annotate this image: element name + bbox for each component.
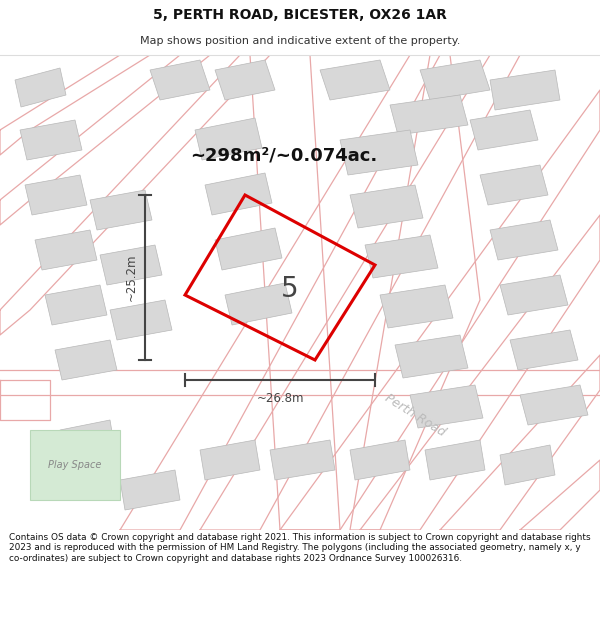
Polygon shape <box>395 335 468 378</box>
Text: 5: 5 <box>281 275 299 302</box>
Text: Perth Road: Perth Road <box>382 391 448 439</box>
Polygon shape <box>200 440 260 480</box>
Polygon shape <box>350 185 423 228</box>
Polygon shape <box>420 60 490 100</box>
Polygon shape <box>365 235 438 278</box>
Polygon shape <box>100 245 162 285</box>
Text: ~298m²/~0.074ac.: ~298m²/~0.074ac. <box>190 146 377 164</box>
Polygon shape <box>410 385 483 428</box>
Polygon shape <box>320 60 390 100</box>
Polygon shape <box>150 60 210 100</box>
Polygon shape <box>380 285 453 328</box>
Polygon shape <box>470 110 538 150</box>
Polygon shape <box>390 95 468 135</box>
Polygon shape <box>270 440 335 480</box>
Text: Contains OS data © Crown copyright and database right 2021. This information is : Contains OS data © Crown copyright and d… <box>9 533 590 562</box>
Polygon shape <box>45 285 107 325</box>
Polygon shape <box>500 275 568 315</box>
Polygon shape <box>350 440 410 480</box>
Polygon shape <box>60 420 115 460</box>
Polygon shape <box>25 175 87 215</box>
Text: ~26.8m: ~26.8m <box>256 392 304 405</box>
Polygon shape <box>425 440 485 480</box>
Text: Play Space: Play Space <box>49 460 101 470</box>
Text: Map shows position and indicative extent of the property.: Map shows position and indicative extent… <box>140 36 460 46</box>
Polygon shape <box>205 173 272 215</box>
Polygon shape <box>110 300 172 340</box>
Polygon shape <box>225 283 292 325</box>
Text: ~25.2m: ~25.2m <box>125 254 137 301</box>
Polygon shape <box>520 385 588 425</box>
Polygon shape <box>480 165 548 205</box>
Polygon shape <box>20 120 82 160</box>
Polygon shape <box>510 330 578 370</box>
Text: 5, PERTH ROAD, BICESTER, OX26 1AR: 5, PERTH ROAD, BICESTER, OX26 1AR <box>153 8 447 22</box>
Polygon shape <box>15 68 66 107</box>
Polygon shape <box>195 118 262 160</box>
Polygon shape <box>30 430 120 500</box>
Polygon shape <box>55 340 117 380</box>
Polygon shape <box>120 470 180 510</box>
Polygon shape <box>490 70 560 110</box>
Polygon shape <box>215 228 282 270</box>
Polygon shape <box>90 190 152 230</box>
Polygon shape <box>500 445 555 485</box>
Polygon shape <box>35 230 97 270</box>
Polygon shape <box>340 130 418 175</box>
Polygon shape <box>215 60 275 100</box>
Polygon shape <box>490 220 558 260</box>
